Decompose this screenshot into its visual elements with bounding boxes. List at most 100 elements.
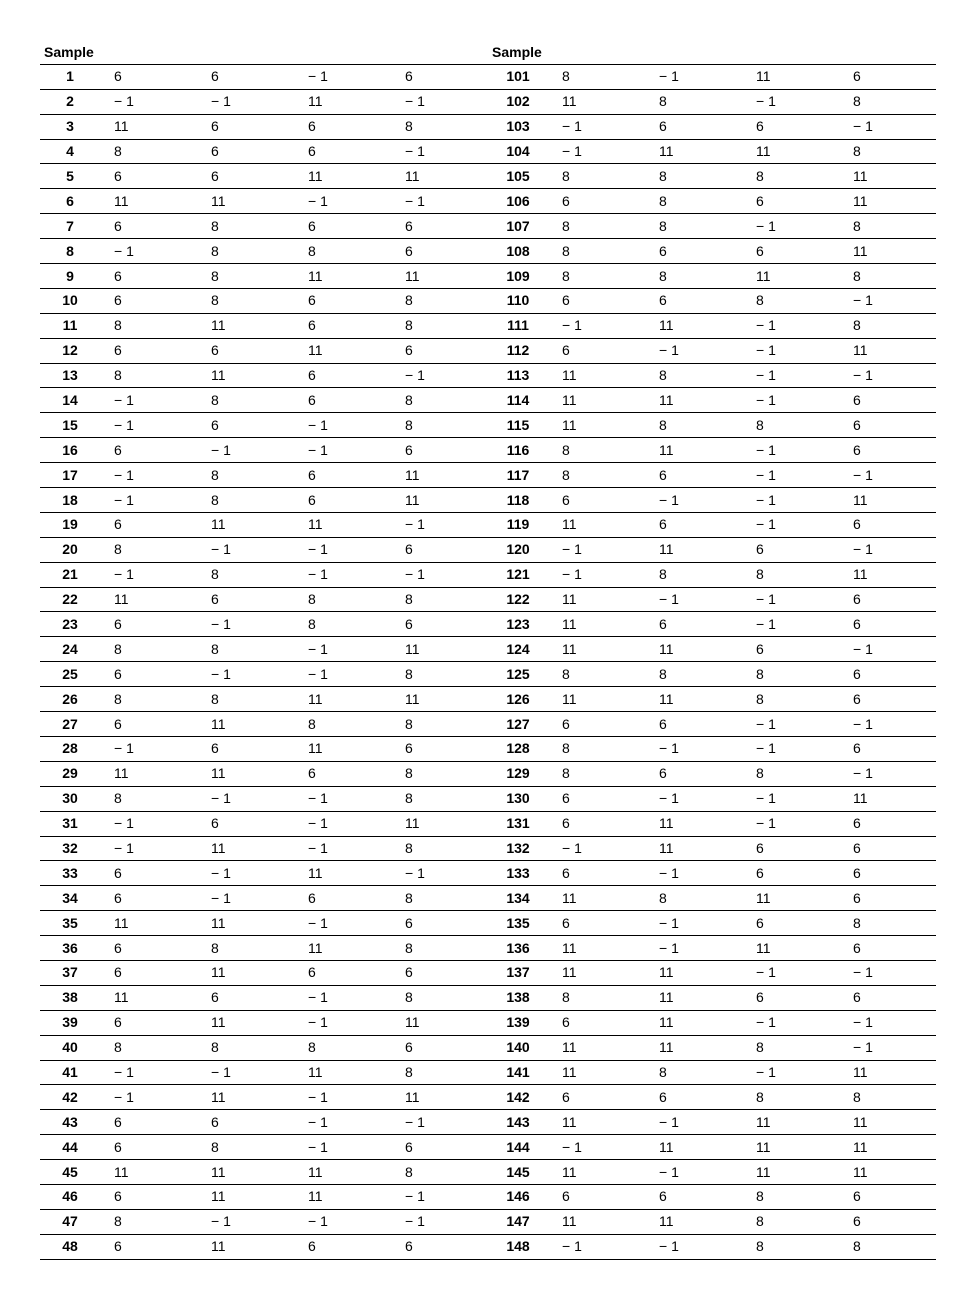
sample-value: 8 (742, 687, 839, 712)
sample-value: − 1 (548, 139, 645, 164)
sample-value: − 1 (100, 736, 197, 761)
sample-value: 11 (742, 139, 839, 164)
sample-index: 141 (488, 1060, 548, 1085)
sample-value: 11 (294, 1060, 391, 1085)
sample-value: 6 (548, 811, 645, 836)
sample-value: 8 (391, 712, 488, 737)
sample-value: 6 (839, 1209, 936, 1234)
sample-value: 11 (839, 1110, 936, 1135)
sample-index: 104 (488, 139, 548, 164)
sample-value: 6 (548, 1184, 645, 1209)
sample-value: 8 (197, 936, 294, 961)
table-row: 129868− 1 (488, 761, 936, 786)
sample-value: 11 (294, 89, 391, 114)
table-row: 12211− 1− 16 (488, 587, 936, 612)
sample-value: 8 (391, 288, 488, 313)
table-row: 1186− 1− 111 (488, 488, 936, 513)
sample-value: 6 (100, 1234, 197, 1259)
sample-value: − 1 (742, 712, 839, 737)
sample-value: 8 (742, 1035, 839, 1060)
sample-value: 8 (391, 662, 488, 687)
sample-value: 8 (548, 463, 645, 488)
sample-value: 11 (197, 761, 294, 786)
sample-value: − 1 (100, 388, 197, 413)
table-row: 121− 18811 (488, 562, 936, 587)
sample-value: − 1 (742, 811, 839, 836)
sample-index: 145 (488, 1160, 548, 1185)
sample-value: − 1 (391, 1110, 488, 1135)
table-row: 61111− 1− 1 (40, 189, 488, 214)
sample-index: 137 (488, 960, 548, 985)
table-row: 4366− 1− 1 (40, 1110, 488, 1135)
sample-value: 8 (839, 911, 936, 936)
sample-value: 6 (645, 512, 742, 537)
table-row: 42− 111− 111 (40, 1085, 488, 1110)
sample-value: 11 (548, 363, 645, 388)
table-row: 123116− 16 (488, 612, 936, 637)
sample-value: 6 (742, 189, 839, 214)
sample-value: 6 (645, 463, 742, 488)
sample-value: 6 (391, 1234, 488, 1259)
sample-value: 6 (294, 463, 391, 488)
sample-value: 11 (548, 1160, 645, 1185)
sample-value: 8 (197, 388, 294, 413)
sample-value: − 1 (391, 512, 488, 537)
sample-value: 11 (548, 388, 645, 413)
sample-index: 26 (40, 687, 100, 712)
sample-index: 123 (488, 612, 548, 637)
sample-value: 6 (391, 1135, 488, 1160)
table-row: 3668118 (40, 936, 488, 961)
table-row: 308− 1− 18 (40, 786, 488, 811)
sample-value: 8 (645, 363, 742, 388)
table-row: 1356− 168 (488, 911, 936, 936)
table-row: 10886611 (488, 239, 936, 264)
sample-index: 18 (40, 488, 100, 513)
sample-index: 27 (40, 712, 100, 737)
sample-value: − 1 (645, 338, 742, 363)
table-row: 10988118 (488, 264, 936, 289)
sample-index: 105 (488, 164, 548, 189)
sample-value: 11 (294, 736, 391, 761)
table-row: 28− 16116 (40, 736, 488, 761)
table-row: 256− 1− 18 (40, 662, 488, 687)
sample-value: 6 (742, 985, 839, 1010)
sample-value: 6 (100, 936, 197, 961)
sample-value: 11 (645, 1010, 742, 1035)
table-row: 11786− 1− 1 (488, 463, 936, 488)
sample-value: 8 (391, 388, 488, 413)
sample-value: 6 (294, 886, 391, 911)
sample-index: 38 (40, 985, 100, 1010)
sample-value: 11 (294, 164, 391, 189)
sample-index: 108 (488, 239, 548, 264)
sample-value: 6 (839, 861, 936, 886)
sample-index: 113 (488, 363, 548, 388)
sample-value: 6 (742, 239, 839, 264)
table-row: 478− 1− 1− 1 (40, 1209, 488, 1234)
sample-value: 11 (197, 512, 294, 537)
sample-value: 6 (839, 662, 936, 687)
sample-index: 131 (488, 811, 548, 836)
sample-value: 11 (100, 587, 197, 612)
sample-value: 6 (294, 214, 391, 239)
sample-value: 6 (294, 313, 391, 338)
sample-value: − 1 (197, 537, 294, 562)
sample-value: 6 (100, 1010, 197, 1035)
sample-value: − 1 (294, 537, 391, 562)
sample-value: 6 (839, 388, 936, 413)
sample-value: 8 (391, 413, 488, 438)
sample-value: 6 (839, 736, 936, 761)
sample-value: 11 (100, 1160, 197, 1185)
sample-value: 6 (100, 338, 197, 363)
sample-index: 19 (40, 512, 100, 537)
sample-value: 11 (197, 363, 294, 388)
sample-value: 6 (391, 214, 488, 239)
table-row: 1258886 (488, 662, 936, 687)
table-row: 4866− 1 (40, 139, 488, 164)
sample-value: 6 (742, 537, 839, 562)
sample-value: − 1 (100, 811, 197, 836)
sample-value: − 1 (391, 562, 488, 587)
sample-value: 8 (645, 164, 742, 189)
sample-value: − 1 (294, 985, 391, 1010)
sample-value: 6 (197, 164, 294, 189)
table-row: 1961111− 1 (40, 512, 488, 537)
